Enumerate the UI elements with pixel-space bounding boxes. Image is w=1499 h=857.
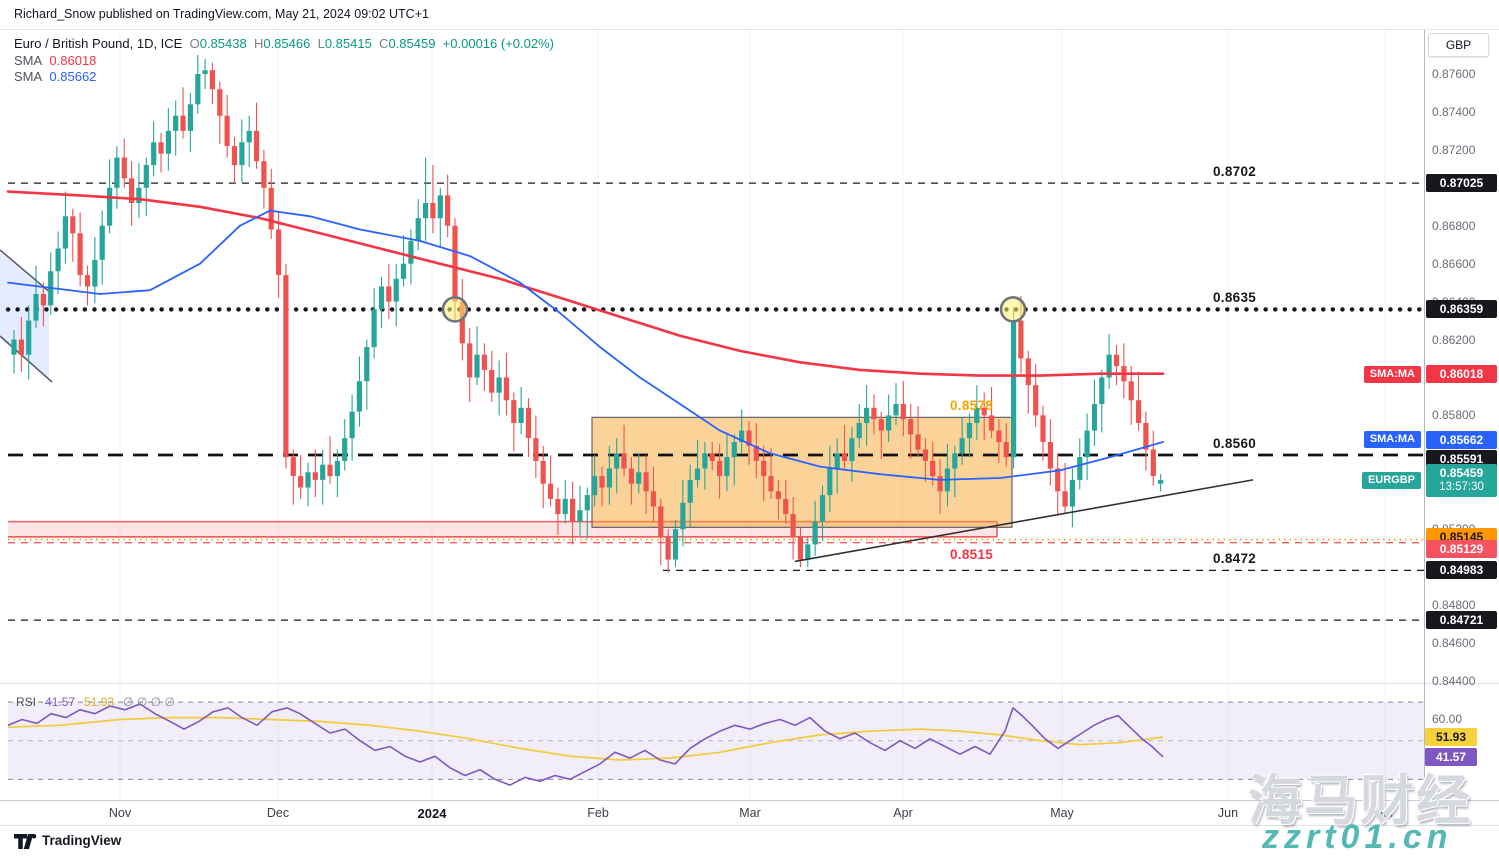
price-badge: 0.87025 [1426,174,1497,192]
open-value: 0.85438 [199,36,247,51]
y-axis-tick: 0.86800 [1432,219,1476,233]
price-badge: 0.86359 [1426,300,1497,318]
axis-border [1424,30,1425,825]
y-axis-tick: 0.87400 [1432,105,1476,119]
pane-divider[interactable] [0,683,1499,684]
sma1-legend-row[interactable]: SMA 0.86018 [14,53,96,68]
countdown-timer: 13:57:30 [1439,481,1484,493]
high-label: H [253,36,264,51]
level-label-0.8702[interactable]: 0.8702 [1213,164,1257,179]
low-label: L [317,36,325,51]
time-axis-label-Dec: Dec [266,806,290,820]
y-axis-tick: 0.87200 [1432,143,1476,157]
sma2-label: SMA [14,69,43,84]
price-badge: 0.85129 [1426,540,1497,558]
rsi-badge: 41.57 [1425,748,1477,766]
time-axis-label-Jun: Jun [1217,806,1239,820]
price-badge: 0.85662 [1426,431,1497,449]
time-axis-label-Mar: Mar [739,806,761,820]
sma1-value: 0.86018 [49,53,97,68]
close-label: C [379,36,389,51]
price-badge: 0.84983 [1426,561,1497,579]
price-chart-canvas[interactable] [0,0,1499,825]
rsi-axis-tick: 60.00 [1432,712,1463,726]
level-label-0.8515[interactable]: 0.8515 [950,547,994,562]
level-label-0.8578[interactable]: 0.8578 [950,398,994,413]
footer-bar: TradingView [0,826,1499,857]
trendline[interactable] [794,479,1254,563]
sma-red-line[interactable] [6,190,1165,377]
y-axis-tick: 0.84400 [1432,674,1476,688]
y-axis-tick: 0.85800 [1432,408,1476,422]
change-value: +0.00016 (+0.02%) [442,36,554,51]
rsi-value: 41.57 [45,695,76,709]
symbol-legend-row[interactable]: Euro / British Pound, 1D, ICE O0.85438 H… [14,36,554,51]
price-badge: 0.85591 [1426,450,1497,468]
pane-divider[interactable] [0,800,1499,801]
y-axis-tick: 0.87600 [1432,67,1476,81]
price-badge: 0.86018 [1426,365,1497,383]
series-tag-SMA:MA[interactable]: SMA:MA [1363,366,1421,383]
publish-text: Richard_Snow published on TradingView.co… [14,7,429,21]
time-axis-label-May: May [1050,806,1074,820]
time-axis-label-Nov: Nov [108,806,132,820]
rsi-ma-badge: 51.93 [1425,728,1477,746]
y-axis-tick: 0.86600 [1432,257,1476,271]
rsi-ma-value: 51.93 [84,695,115,709]
footer-divider [0,825,1499,826]
tradingview-brand[interactable]: TradingView [42,833,122,848]
highlight-circle[interactable] [441,296,469,323]
candles [11,55,1164,573]
last-price-badge: 0.85459 13:57:30 [1426,464,1497,497]
sma1-label: SMA [14,53,43,68]
level-label-0.8635[interactable]: 0.8635 [1213,290,1257,305]
watermark-url: zzrt01.cn [1262,818,1453,856]
rsi-ma-line[interactable] [7,716,1164,761]
low-value: 0.85415 [324,36,372,51]
open-label: O [189,36,200,51]
high-value: 0.85466 [263,36,311,51]
y-axis-tick: 0.84800 [1432,598,1476,612]
sma2-legend-row[interactable]: SMA 0.85662 [14,69,96,84]
tradingview-logo-icon[interactable] [14,834,37,854]
rsi-legend[interactable]: RSI 41.57 51.93 ∅ ∅ ∅ ∅ [16,695,184,709]
level-label-0.8472[interactable]: 0.8472 [1213,551,1257,566]
series-tag-SMA:MA[interactable]: SMA:MA [1363,431,1421,448]
rsi-label: RSI [16,695,37,709]
sma2-value: 0.85662 [49,69,97,84]
time-axis-label-Apr: Apr [893,806,913,820]
symbol-title: Euro / British Pound, 1D, ICE [14,36,183,51]
sma-blue-line[interactable] [7,209,1164,481]
price-badge: 0.84721 [1426,611,1497,629]
time-axis-label-Jul: Jul [1377,806,1393,820]
series-tag-EURGBP[interactable]: EURGBP [1361,472,1421,489]
watermark-cjk: 海马财经 [1248,771,1472,831]
currency-button[interactable]: GBP [1428,33,1489,57]
highlight-circle[interactable] [999,296,1027,323]
rsi-line[interactable] [7,703,1164,786]
time-axis[interactable]: Nov Dec 2024 Feb Mar Apr May Jun Jul [0,801,1499,825]
y-axis-tick: 0.86200 [1432,333,1476,347]
close-value: 0.85459 [388,36,436,51]
price-axis[interactable]: 0.876000.874000.872000.868000.866000.864… [1425,30,1499,688]
y-axis-tick: 0.84600 [1432,636,1476,650]
level-label-0.8560[interactable]: 0.8560 [1213,436,1257,451]
time-axis-label-2024: 2024 [417,806,447,821]
time-axis-label-Feb: Feb [587,806,609,820]
publish-bar: Richard_Snow published on TradingView.co… [0,0,1499,30]
rsi-empty-params: ∅ ∅ ∅ ∅ [123,695,175,709]
support-zone[interactable] [8,521,997,537]
